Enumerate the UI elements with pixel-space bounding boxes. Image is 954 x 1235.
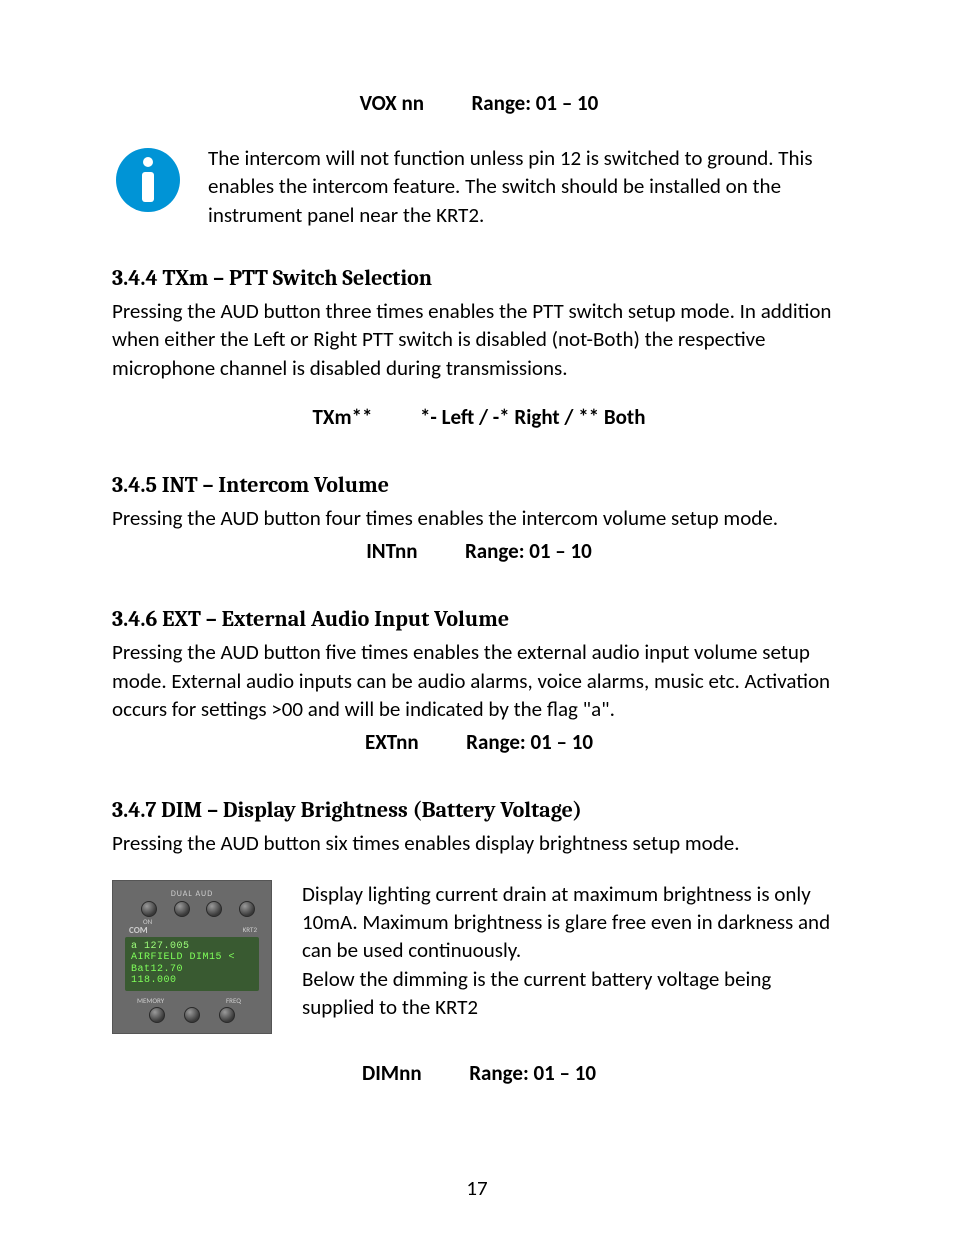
- body-347: Pressing the AUD button six times enable…: [112, 829, 846, 857]
- device-button: [174, 901, 190, 917]
- device-button: [141, 901, 157, 917]
- vox-range: Range: 01 – 10: [471, 90, 598, 116]
- device-memory-label: MEMORY: [137, 996, 164, 1005]
- body-346: Pressing the AUD button five times enabl…: [112, 638, 846, 723]
- ext-line: EXTnn Range: 01 – 10: [112, 729, 846, 755]
- int-label: INTnn: [366, 538, 417, 564]
- lcd-line: a 127.005: [131, 941, 253, 953]
- heading-346: 3.4.6 EXT – External Audio Input Volume: [112, 606, 846, 632]
- dim-text: Display lighting current drain at maximu…: [302, 880, 846, 1022]
- page-number: 17: [0, 1175, 954, 1201]
- device-model-label: KRT2: [243, 925, 257, 934]
- lcd-line: 118.000: [131, 975, 253, 987]
- device-lcd: a 127.005 AIRFIELD DIM15 < Bat12.70 118.…: [125, 937, 259, 991]
- device-top-label: DUAL AUD: [113, 889, 271, 899]
- ext-range: Range: 01 – 10: [466, 729, 593, 755]
- device-button: [219, 1007, 235, 1023]
- body-345: Pressing the AUD button four times enabl…: [112, 504, 846, 532]
- txm-value: *- Left / -* Right / ** Both: [420, 404, 646, 430]
- int-line: INTnn Range: 01 – 10: [112, 538, 846, 564]
- dim-range: Range: 01 – 10: [469, 1060, 596, 1086]
- vox-label: VOX nn: [360, 90, 424, 116]
- body-344: Pressing the AUD button three times enab…: [112, 297, 846, 382]
- dim-line: DIMnn Range: 01 – 10: [112, 1060, 846, 1086]
- heading-345: 3.4.5 INT – Intercom Volume: [112, 472, 846, 498]
- device-button: [206, 901, 222, 917]
- info-callout: The intercom will not function unless pi…: [112, 144, 846, 229]
- txm-line: TXm** *- Left / -* Right / ** Both: [112, 404, 846, 430]
- device-com-label: COM: [129, 925, 148, 936]
- info-icon: [112, 144, 184, 216]
- device-button: [239, 901, 255, 917]
- device-button: [149, 1007, 165, 1023]
- lcd-line: Bat12.70: [131, 964, 253, 976]
- device-button: [184, 1007, 200, 1023]
- int-range: Range: 01 – 10: [465, 538, 592, 564]
- device-freq-label: FREQ: [226, 996, 241, 1005]
- dim-label: DIMnn: [362, 1060, 422, 1086]
- dim-row: DUAL AUD ON COM KRT2 a 127.005 AIRFIELD …: [112, 880, 846, 1034]
- info-text: The intercom will not function unless pi…: [208, 144, 846, 229]
- txm-label: TXm**: [313, 404, 373, 430]
- lcd-line: AIRFIELD DIM15 <: [131, 952, 253, 964]
- ext-label: EXTnn: [365, 729, 419, 755]
- heading-347: 3.4.7 DIM – Display Brightness (Battery …: [112, 797, 846, 823]
- device-image: DUAL AUD ON COM KRT2 a 127.005 AIRFIELD …: [112, 880, 272, 1034]
- vox-range-line: VOX nn Range: 01 – 10: [112, 90, 846, 116]
- heading-344: 3.4.4 TXm – PTT Switch Selection: [112, 265, 846, 291]
